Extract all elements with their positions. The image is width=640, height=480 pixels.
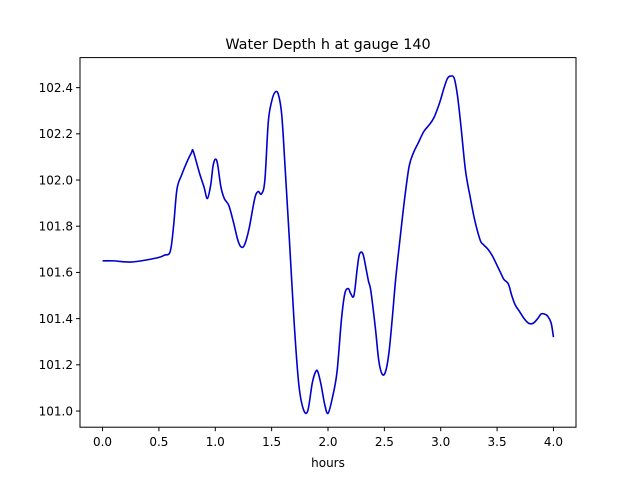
chart-title: Water Depth h at gauge 140 [225,37,430,53]
axes-frame [79,57,577,428]
y-tick-label: 101.0 [39,404,73,418]
series-line-0 [102,75,555,415]
y-tick-label: 101.2 [39,358,73,372]
x-tick-label: 0.0 [93,435,112,449]
x-axis: 0.0 0.5 1.0 1.5 2.0 2.5 3.0 3.5 4.0 [93,427,563,449]
series-line-group [102,75,555,415]
x-tick-label: 1.5 [262,435,281,449]
x-tick-label: 0.5 [149,435,168,449]
x-tick-label: 3.0 [431,435,450,449]
y-tick-label: 101.4 [39,312,73,326]
x-axis-label: hours [311,456,345,470]
x-tick-label: 2.0 [318,435,337,449]
x-tick-label: 2.5 [375,435,394,449]
x-tick-label: 1.0 [206,435,225,449]
y-tick-label: 102.0 [39,173,73,187]
y-axis: 101.0 101.2 101.4 101.6 101.8 102.0 102.2 102.4 [39,81,80,418]
x-tick-label: 3.5 [488,435,507,449]
x-tick-label: 4.0 [544,435,563,449]
y-tick-label: 102.4 [39,81,73,95]
y-tick-label: 102.2 [39,127,73,141]
y-tick-label: 101.6 [39,266,73,280]
y-tick-label: 101.8 [39,220,73,234]
